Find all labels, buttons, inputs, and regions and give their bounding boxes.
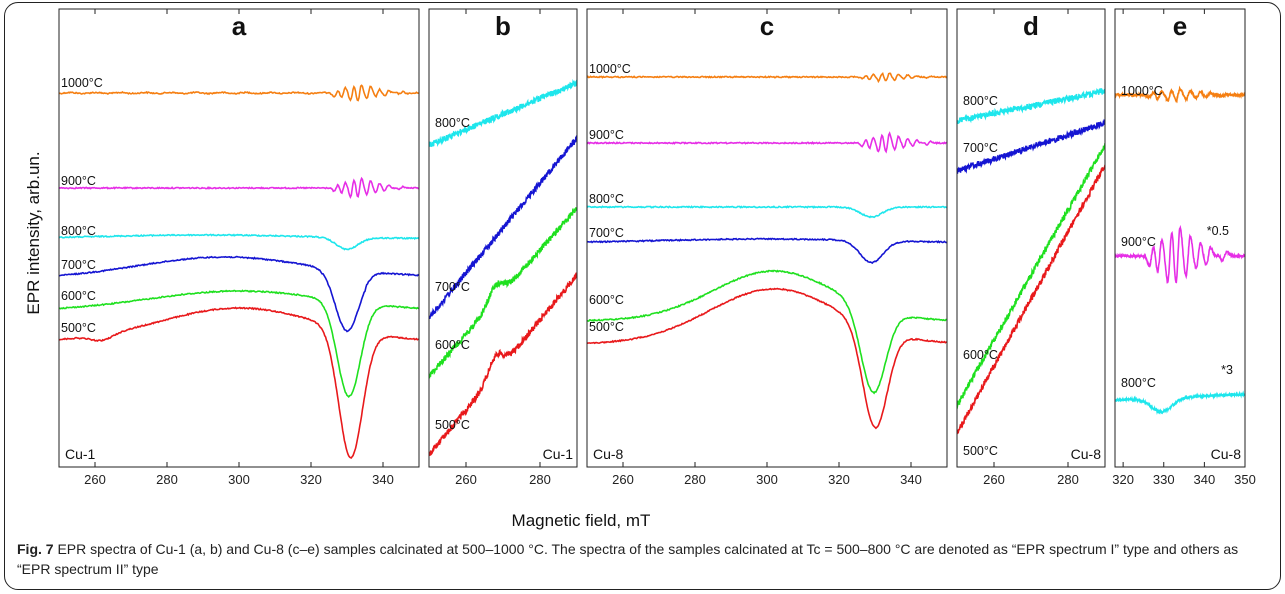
panel-a: 1000°C 900°C 800°C 700°C 600°C 500°C 260 280 300… [58,8,420,487]
trace-label-c-800: 800°C [589,192,624,206]
trace-label-b-800: 800°C [435,116,470,130]
trace-e-1000 [1115,85,1245,104]
trace-label-d-700: 700°C [963,141,998,155]
sample-label-e: Cu-8 [1211,446,1242,462]
trace-label-e-800: 800°C [1121,376,1156,390]
panel-e-frame [1114,8,1246,468]
trace-d-700 [957,118,1105,174]
figure-caption: Fig. 7 EPR spectra of Cu-1 (a, b) and Cu… [17,539,1272,579]
sample-label-b: Cu-1 [543,446,574,462]
x-tick-label-e-320: 320 [1112,472,1134,487]
trace-c-500 [587,287,947,430]
x-tick-label-c-300: 300 [756,472,778,487]
trace-d-800 [957,87,1105,125]
trace-c-700 [587,237,947,264]
panel-b-frame [428,8,578,468]
x-axis-title: Magnetic field, mT [512,511,651,530]
x-tick-label-a-320: 320 [300,472,322,487]
panel-c: 1000°C 900°C 800°C 700°C 600°C 500°C 260 280 300… [586,8,948,487]
y-axis-title: EPR intensity, arb.un. [24,151,43,314]
trace-e-900 [1115,224,1245,284]
trace-a-700 [59,255,419,333]
x-tick-label-c-340: 340 [900,472,922,487]
trace-c-1000 [587,71,947,84]
trace-label-a-700: 700°C [61,258,96,272]
trace-d-500 [957,164,1105,435]
caption-label: Fig. 7 [17,541,54,557]
trace-a-800 [59,233,419,251]
caption-text: EPR spectra of Cu-1 (a, b) and Cu-8 (c–e… [17,541,1239,577]
trace-label-b-700: 700°C [435,280,470,294]
trace-label-a-600: 600°C [61,289,96,303]
trace-label-d-600: 600°C [963,348,998,362]
trace-label-c-1000: 1000°C [589,62,631,76]
trace-b-500 [429,272,577,457]
scale-label-900: *0.5 [1207,224,1229,238]
trace-a-900 [59,176,419,200]
trace-b-800 [429,78,577,148]
x-tick-label-e-330: 330 [1153,472,1175,487]
x-tick-label-d-280: 280 [1057,472,1079,487]
trace-c-600 [587,269,947,395]
figure-frame: EPR intensity, arb.un. Magnetic field, m… [4,2,1281,590]
panel-d-traces [957,87,1105,435]
panel-b-traces [429,78,577,457]
x-tick-label-a-260: 260 [84,472,106,487]
x-tick-label-a-340: 340 [372,472,394,487]
trace-label-c-500: 500°C [589,320,624,334]
sample-label-d: Cu-8 [1071,446,1102,462]
panel-d-frame [956,8,1106,468]
trace-label-e-1000: 1000°C [1121,84,1163,98]
x-tick-label-b-260: 260 [455,472,477,487]
trace-label-c-700: 700°C [589,226,624,240]
sample-label-c: Cu-8 [593,446,624,462]
panel-letter-d: d [1023,11,1039,41]
panels: 1000°C 900°C 800°C 700°C 600°C 500°C 260 280 300… [58,8,1256,487]
trace-label-b-600: 600°C [435,338,470,352]
trace-label-d-800: 800°C [963,94,998,108]
panel-d: 800°C 700°C 600°C 500°C 260 280 d Cu-8 [956,8,1106,487]
trace-label-a-800: 800°C [61,224,96,238]
x-tick-label-e-350: 350 [1234,472,1256,487]
trace-d-600 [957,143,1105,410]
trace-label-c-600: 600°C [589,293,624,307]
trace-b-700 [429,135,577,320]
panel-e: 1000°C 900°C *0.5 800°C *3 320 330 340 350 e Cu-8 [1112,8,1256,487]
x-tick-label-a-280: 280 [156,472,178,487]
trace-label-c-900: 900°C [589,128,624,142]
trace-b-600 [429,207,577,379]
trace-a-500 [59,306,419,459]
panel-letter-b: b [495,11,511,41]
trace-c-900 [587,131,947,154]
epr-chart: EPR intensity, arb.un. Magnetic field, m… [24,8,1256,530]
trace-label-a-500: 500°C [61,321,96,335]
trace-a-600 [59,289,419,398]
scale-label-800: *3 [1221,363,1233,377]
trace-label-a-900: 900°C [61,174,96,188]
panel-letter-e: e [1173,11,1187,41]
panel-e-traces [1115,85,1245,416]
panel-letter-a: a [232,11,247,41]
x-tick-label-e-340: 340 [1194,472,1216,487]
trace-label-b-500: 500°C [435,418,470,432]
x-tick-label-c-320: 320 [828,472,850,487]
x-tick-label-c-260: 260 [612,472,634,487]
trace-label-a-1000: 1000°C [61,76,103,90]
panel-c-traces [587,71,947,430]
x-tick-label-d-260: 260 [983,472,1005,487]
panel-a-traces [59,84,419,459]
trace-e-800 [1115,390,1245,416]
panel-b: 800°C 700°C 600°C 500°C 260 280 b Cu-1 [428,8,578,487]
sample-label-a: Cu-1 [65,446,96,462]
panel-letter-c: c [760,11,774,41]
trace-label-d-500: 500°C [963,444,998,458]
x-tick-label-c-280: 280 [684,472,706,487]
trace-label-e-900: 900°C [1121,235,1156,249]
trace-c-800 [587,205,947,219]
x-tick-label-b-280: 280 [529,472,551,487]
x-tick-label-a-300: 300 [228,472,250,487]
trace-a-1000 [59,84,419,102]
